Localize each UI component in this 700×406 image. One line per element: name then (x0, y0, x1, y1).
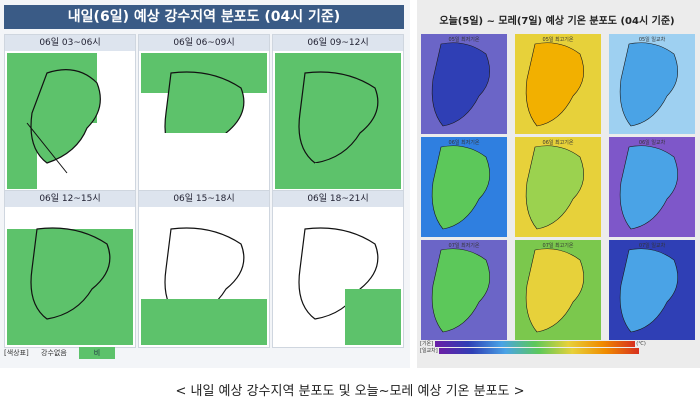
precip-legend: [색상표] 강수없음 비 (4, 345, 116, 361)
temp-map-3 (609, 34, 695, 134)
precip-map-4 (7, 209, 133, 345)
figure-caption: < 내일 예상 강수지역 분포도 및 오늘~모레 예상 기온 분포도 > (175, 384, 525, 399)
precip-map-1 (7, 53, 133, 189)
temp-panel-label: 05일 최저기온 (448, 37, 480, 43)
precip-panel-1: 06일 03~06시 (4, 34, 136, 192)
temp-panel-label: 07일 최고기온 (542, 243, 574, 249)
precip-map-3 (275, 53, 401, 189)
temperature-title: 오늘(5일) ~ 모레(7일) 예상 기온 분포도 (04시 기준) (439, 16, 675, 27)
legend-rain: 비 (79, 347, 116, 359)
temp-panel-7: 07일 최저기온 (421, 240, 507, 340)
legend-title: [색상표] (4, 349, 29, 357)
temp-panel-9: 07일 일교차 (609, 240, 695, 340)
precip-panel-label: 06일 18~21시 (273, 191, 403, 207)
temp-panel-label: 05일 일교차 (638, 37, 666, 43)
temp-panel-label: 06일 최고기온 (542, 140, 574, 146)
precipitation-title: 내일(6일) 예상 강수지역 분포도 (04시 기준) (4, 5, 404, 29)
temp-map-8 (515, 240, 601, 340)
temp-map-1 (421, 34, 507, 134)
precip-panel-2: 06일 06~09시 (138, 34, 270, 192)
temp-panel-1: 05일 최저기온 (421, 34, 507, 134)
precip-panel-label: 06일 12~15시 (5, 191, 135, 207)
precip-panel-label: 06일 09~12시 (273, 35, 403, 51)
precip-map-2 (141, 53, 267, 189)
temperature-scale: [기온] (℃) [일교차] (420, 340, 695, 356)
temp-map-7 (421, 240, 507, 340)
temp-panel-5: 06일 최고기온 (515, 137, 601, 237)
scale-diff-label: [일교차] (420, 348, 438, 354)
temp-panel-label: 07일 일교차 (638, 243, 666, 249)
precip-map-5 (141, 209, 267, 345)
precip-panel-3: 06일 09~12시 (272, 34, 404, 192)
temp-panel-8: 07일 최고기온 (515, 240, 601, 340)
precip-map-6 (275, 209, 401, 345)
temp-panel-2: 05일 최고기온 (515, 34, 601, 134)
precip-panel-label: 06일 06~09시 (139, 35, 269, 51)
scale-unit: (℃) (636, 341, 646, 347)
temp-panel-label: 06일 최저기온 (448, 140, 480, 146)
temp-panel-label: 05일 최고기온 (542, 37, 574, 43)
precip-panel-4: 06일 12~15시 (4, 190, 136, 348)
temp-map-6 (609, 137, 695, 237)
temp-map-5 (515, 137, 601, 237)
precip-panel-label: 06일 03~06시 (5, 35, 135, 51)
diff-colorbar (439, 347, 640, 354)
temp-colorbar (434, 340, 635, 347)
precip-panel-label: 06일 15~18시 (139, 191, 269, 207)
temp-map-2 (515, 34, 601, 134)
temp-panel-4: 06일 최저기온 (421, 137, 507, 237)
temp-map-9 (609, 240, 695, 340)
temp-panel-label: 06일 일교차 (638, 140, 666, 146)
scale-temp-label: [기온] (420, 341, 434, 347)
precip-panel-5: 06일 15~18시 (138, 190, 270, 348)
precip-panel-6: 06일 18~21시 (272, 190, 404, 348)
temp-panel-3: 05일 일교차 (609, 34, 695, 134)
temp-panel-6: 06일 일교차 (609, 137, 695, 237)
legend-none: 강수없음 (41, 349, 67, 357)
temp-map-4 (421, 137, 507, 237)
temp-panel-label: 07일 최저기온 (448, 243, 480, 249)
